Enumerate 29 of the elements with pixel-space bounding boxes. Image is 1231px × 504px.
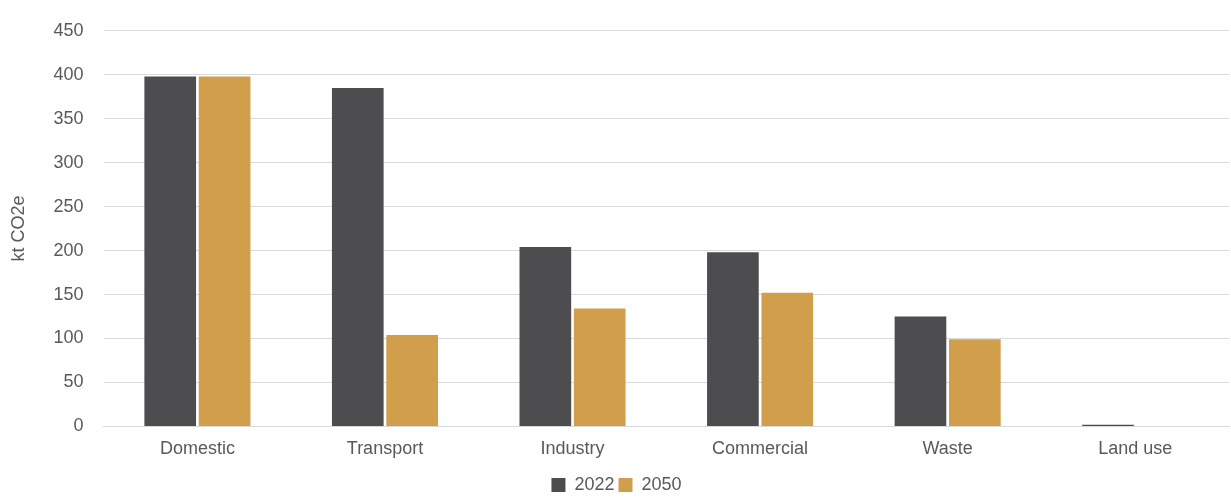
y-tick-label: 300 [53, 151, 84, 172]
bar [949, 339, 1001, 426]
x-tick-label: Waste [922, 438, 973, 459]
y-tick-label: 100 [53, 327, 84, 348]
y-tick-label: 150 [53, 283, 84, 304]
x-tick-label: Land use [1098, 438, 1173, 459]
bar [519, 247, 572, 426]
bar [198, 76, 251, 426]
bar [386, 334, 439, 426]
bar [331, 87, 384, 426]
legend-label: 2022 [574, 473, 615, 494]
y-axis-title: kt CO2e [7, 195, 28, 262]
x-tick-label: Transport [346, 438, 424, 459]
bar [573, 308, 626, 426]
bar [894, 316, 947, 426]
y-tick-label: 250 [53, 195, 84, 216]
x-tick-label: Industry [540, 438, 605, 459]
y-tick-label: 450 [53, 19, 84, 40]
bar [761, 292, 814, 426]
y-tick-label: 400 [53, 63, 84, 84]
y-tick-label: 350 [53, 107, 84, 128]
bar [707, 252, 759, 426]
x-tick-label: Commercial [712, 438, 809, 459]
y-tick-label: 200 [53, 239, 84, 260]
legend-label: 2050 [641, 473, 682, 494]
y-tick-label: 0 [73, 415, 84, 436]
y-tick-label: 50 [63, 371, 84, 392]
x-tick-label: Domestic [159, 438, 235, 459]
bar [144, 76, 197, 426]
